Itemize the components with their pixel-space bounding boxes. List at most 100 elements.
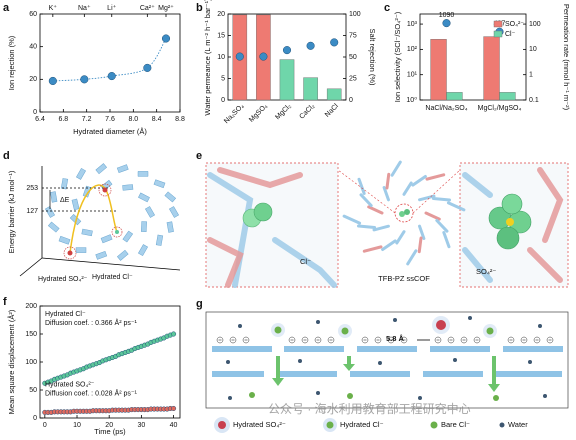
- x-tick-label: NaCl: [324, 102, 340, 118]
- x-tick-label: 30: [137, 422, 145, 429]
- bar: [303, 77, 318, 101]
- y-tick-label: 10¹: [407, 72, 418, 79]
- legend-label: SO₄²⁻: [505, 21, 524, 28]
- panel-label: c: [384, 2, 390, 14]
- bar: [326, 88, 342, 101]
- cof-linker: [122, 230, 134, 243]
- cof-linker: [71, 198, 80, 211]
- cof-strand: [537, 167, 564, 243]
- point-label: K⁺: [49, 4, 58, 12]
- y2-tick-label: 0: [349, 97, 353, 104]
- panel-label: g: [196, 298, 203, 310]
- cof-model: [44, 163, 180, 261]
- x-axis-label: Time (ps): [94, 427, 126, 436]
- legend-label: Hydrated Cl⁻: [340, 420, 384, 429]
- cof-strand: [411, 174, 427, 187]
- x-tick-label: MgCl₂: [274, 103, 293, 122]
- y2-axis-label: Permeation rate (mmol h⁻¹ m⁻²): [562, 4, 571, 111]
- chloride-ion-small: [399, 209, 410, 217]
- base-axis: [19, 257, 43, 277]
- y-tick-label: 200: [25, 303, 37, 310]
- y-tick-label: 10²: [407, 46, 418, 53]
- y-axis-label: Ion selectivity (SCl⁻/SO₄²⁻): [393, 11, 402, 102]
- y-tick-label: 20: [217, 11, 225, 18]
- base-axis: [41, 257, 181, 271]
- data-point: [161, 34, 171, 43]
- cof-linker: [140, 221, 147, 232]
- cof-linker: [95, 163, 108, 175]
- x-axis-label: Hydrated diameter (Å): [73, 127, 147, 136]
- spacing-label: 5.8 Å: [386, 334, 405, 343]
- data-point: [143, 63, 152, 72]
- cof-strand: [406, 249, 418, 266]
- y-tick-label: 0: [33, 109, 37, 116]
- hydrated-ion: [63, 246, 77, 260]
- data-point: [442, 19, 451, 28]
- cof-strand: [402, 181, 413, 196]
- cof-strand: [462, 247, 493, 283]
- y2-tick-label: 100: [529, 21, 541, 28]
- legend-label: Hydrated SO₄²⁻: [233, 420, 286, 429]
- cof-strand: [425, 173, 446, 181]
- hydrated-ions: [249, 316, 499, 401]
- cof-strand: [424, 211, 441, 221]
- data-point: [107, 72, 116, 81]
- watermark: 公众号 · 海水利用教育部工程研究中心: [268, 401, 471, 416]
- cof-linker: [95, 250, 108, 260]
- x-tick-label: 20: [105, 422, 113, 429]
- y-tick-label: 10³: [407, 21, 418, 28]
- surface-charges: [216, 336, 554, 344]
- bar: [430, 39, 447, 101]
- cof-linker: [164, 191, 177, 203]
- legend: [214, 417, 505, 433]
- cof-strand: [418, 224, 426, 241]
- cof-linker: [116, 164, 129, 174]
- cof-strand: [462, 172, 493, 198]
- cof-linker: [47, 221, 60, 233]
- x-tick-label: 8.0: [128, 116, 138, 123]
- bar: [446, 92, 463, 101]
- y-tick-label: 5: [221, 75, 225, 82]
- y2-tick-label: 0.1: [529, 97, 539, 104]
- zoom-line: [412, 169, 461, 214]
- data-point: [171, 405, 177, 412]
- cof-strand: [418, 194, 436, 202]
- cof-strand: [527, 247, 563, 283]
- point-label: Li⁺: [107, 4, 116, 12]
- cof-strand: [385, 172, 391, 190]
- delta-label: ΔE: [60, 197, 70, 204]
- y2-axis-label: Salt rejection (%): [368, 28, 377, 86]
- cof-strand: [357, 177, 366, 195]
- cof-strand: [207, 237, 244, 288]
- y-tick-label: 0: [33, 415, 37, 422]
- chloride-ion: [242, 202, 273, 228]
- x-tick-label: 6.4: [35, 116, 45, 123]
- legend-label: Bare Cl⁻: [441, 420, 470, 429]
- cof-linker: [153, 179, 166, 189]
- panel-label: d: [3, 150, 10, 162]
- cof-linker: [116, 249, 129, 261]
- point-label: Mg²⁺: [158, 4, 174, 12]
- panel-label: a: [3, 2, 10, 14]
- panel-g: g 5.8 Å Hydr: [196, 298, 569, 433]
- cof-linker: [155, 234, 164, 246]
- hydrated-ion: [98, 183, 112, 197]
- y-tick-label: 50: [29, 387, 37, 394]
- x-tick-label: 40: [170, 422, 178, 429]
- cof-strand: [372, 224, 390, 232]
- series-label: Hydrated Cl⁻: [45, 311, 86, 318]
- structure-label: TFB-PZ ssCOF: [378, 274, 430, 283]
- membrane-bottom: [212, 371, 562, 377]
- y-tick-label: 10⁰: [406, 96, 417, 104]
- cof-strand: [417, 236, 423, 254]
- cof-strand: [390, 160, 402, 177]
- cof-strand: [359, 193, 373, 208]
- x-tick-label: Na₂SO₄: [223, 103, 245, 125]
- cof-strand: [381, 239, 397, 252]
- x-tick-label: NaCl/Na₂SO₄: [425, 105, 467, 112]
- cof-linker: [60, 178, 69, 190]
- cof-linker: [137, 244, 149, 257]
- data-point: [171, 331, 177, 337]
- x-tick-label: 8.8: [175, 116, 185, 123]
